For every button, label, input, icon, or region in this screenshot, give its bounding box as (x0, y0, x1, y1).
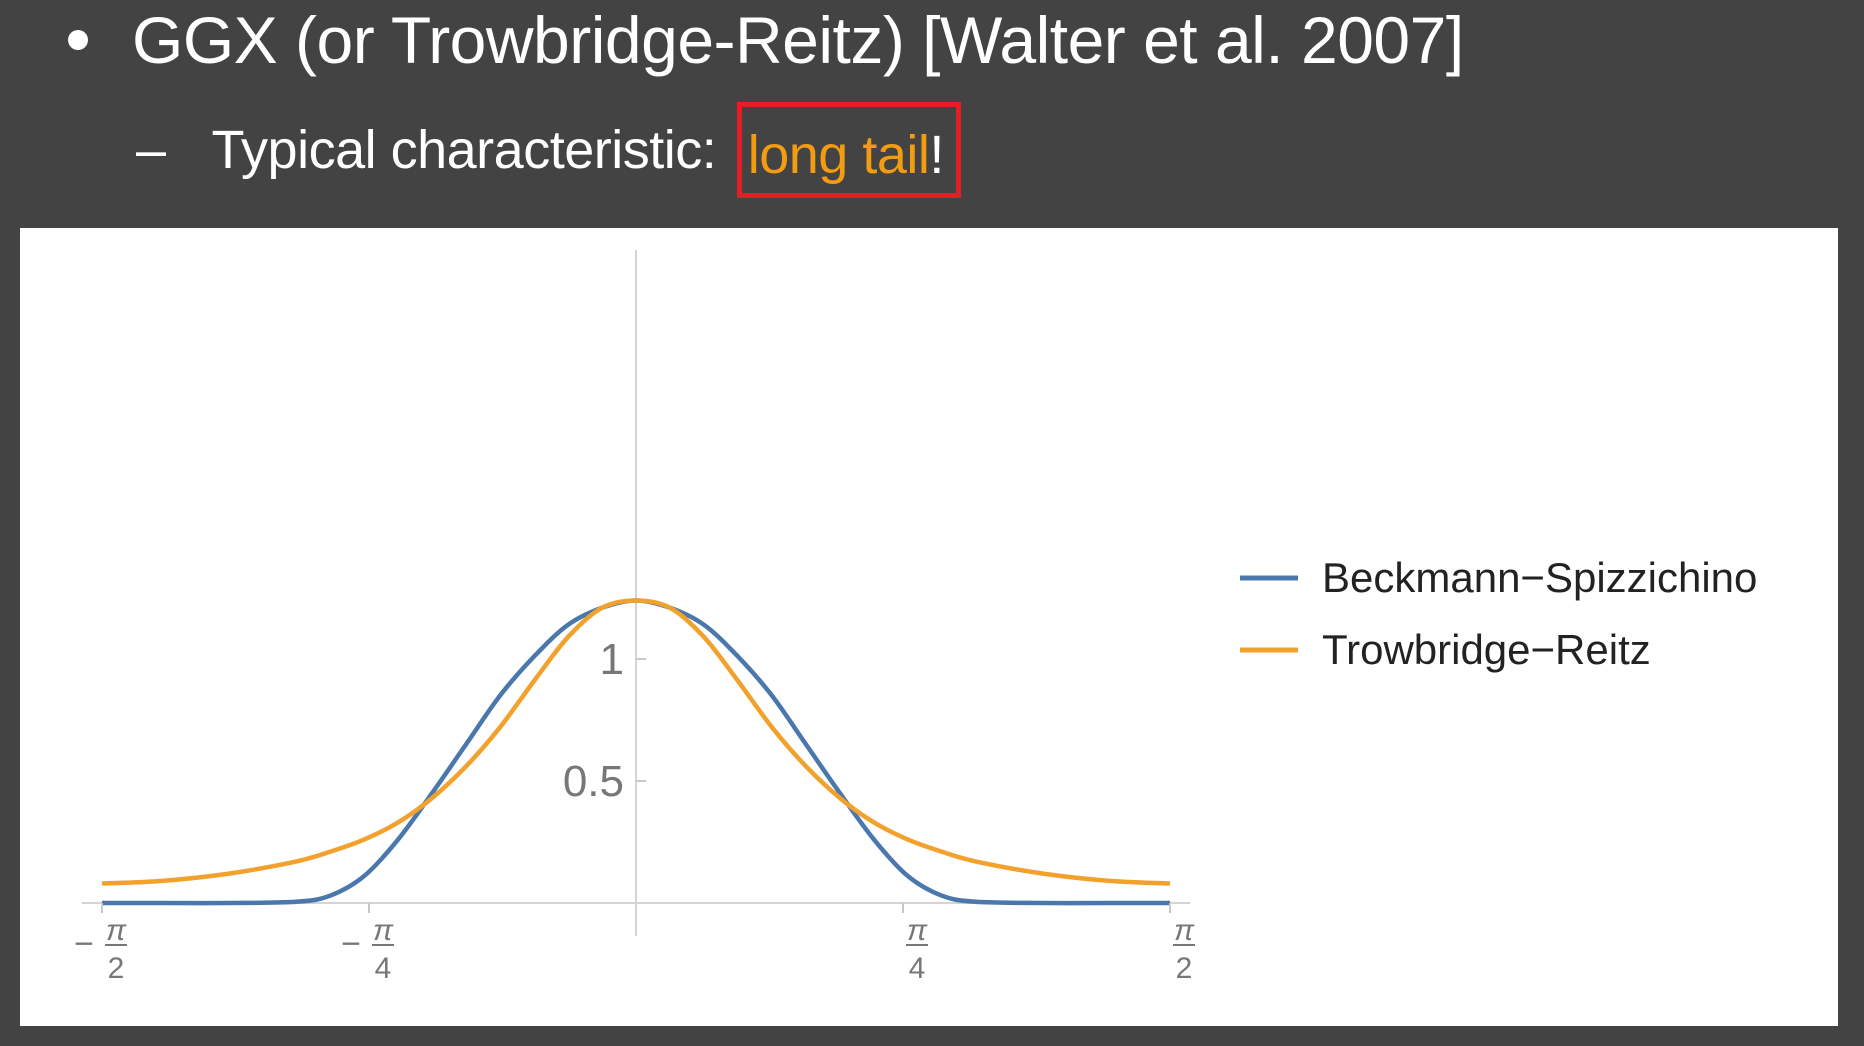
bullet-text: GGX (or Trowbridge-Reitz) [Walter et al.… (132, 3, 1464, 77)
bullet-dot-icon (68, 30, 88, 50)
exclamation: ! (929, 125, 944, 185)
x-tick-denominator: 4 (375, 952, 392, 985)
series-line-trowbridge (101, 598, 1171, 886)
x-tick-numerator: π (373, 914, 394, 947)
x-tick-denominator: 2 (108, 952, 125, 985)
x-tick-sign: − (74, 925, 94, 963)
highlight-text: long tail (747, 125, 930, 185)
x-tick-denominator: 4 (909, 952, 926, 985)
bullet-heading: GGX (or Trowbridge-Reitz) [Walter et al.… (68, 0, 1464, 80)
highlight-box: long tail! (736, 102, 961, 198)
sub-bullet: – Typical characteristic: long tail! (136, 102, 961, 198)
x-tick-numerator: π (1174, 914, 1195, 947)
legend-label: Trowbridge−Reitz (1322, 626, 1651, 673)
y-tick-label: 0.5 (563, 757, 624, 806)
x-tick-numerator: π (907, 914, 928, 947)
x-tick-denominator: 2 (1176, 952, 1193, 985)
x-tick-numerator: π (106, 914, 127, 947)
series-layer (101, 598, 1171, 906)
y-tick-label: 1 (600, 635, 624, 684)
sub-prefix: Typical characteristic: (211, 120, 731, 180)
legend-label: Beckmann−Spizzichino (1322, 554, 1757, 601)
axes (82, 250, 1190, 936)
legend: Beckmann−Spizzichino Trowbridge−Reitz (1240, 554, 1757, 673)
sub-dash: – (136, 120, 166, 180)
x-tick-sign: − (341, 925, 361, 963)
chart-panel: 0.5 1 π 2− π 4− π 4 π 2 Beckmann−Spizzichino Trowb… (20, 228, 1838, 1026)
